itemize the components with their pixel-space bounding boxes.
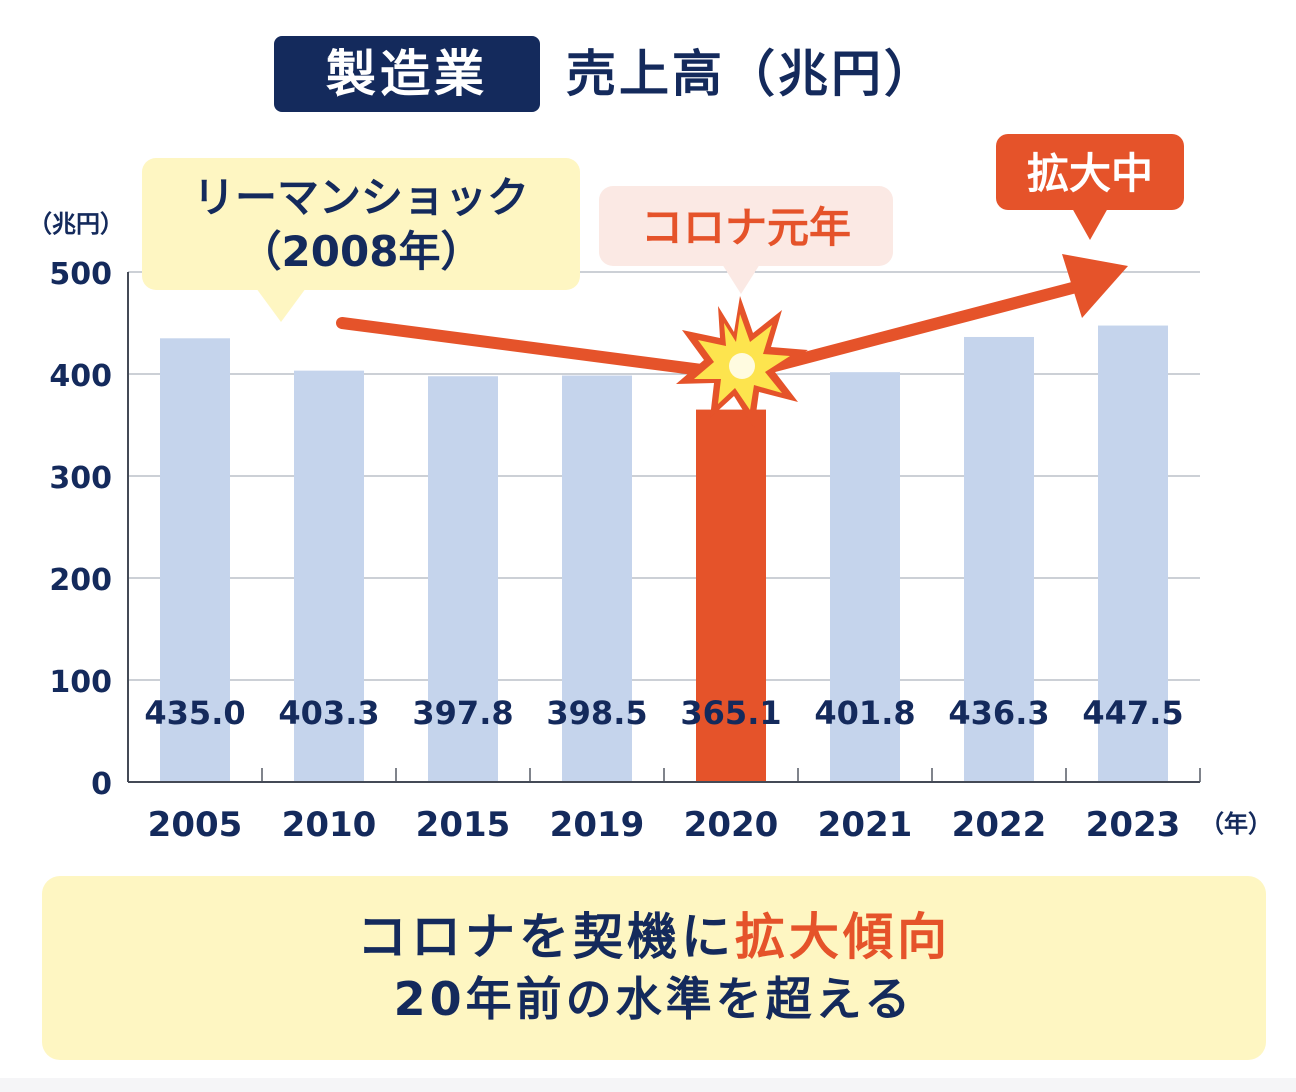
expanding-callout: 拡大中	[996, 134, 1184, 240]
x-tick-label-2005: 2005	[148, 805, 243, 845]
rise-arrow-head	[1062, 254, 1128, 318]
summary-line1: コロナを契機に拡大傾向	[42, 906, 1266, 968]
bar-2005	[160, 338, 230, 782]
bar-2010	[294, 370, 364, 782]
value-label-2023: 447.5	[1082, 694, 1183, 732]
x-tick-label-2023: 2023	[1086, 805, 1181, 845]
bar-2021	[830, 372, 900, 782]
summary-line2: 20年前の水準を超える	[393, 972, 915, 1026]
x-axis-label: （年）	[1200, 810, 1272, 838]
x-tick-label-2020: 2020	[684, 805, 779, 845]
gridlines	[128, 271, 1200, 681]
chart-header: 製造業 売上高（兆円）	[0, 28, 1296, 112]
summary-box: コロナを契機に拡大傾向 20年前の水準を超える	[42, 876, 1266, 1060]
x-tick-label-2015: 2015	[416, 805, 511, 845]
lehman-label-line1: リーマンショック	[193, 173, 529, 222]
decline-trend-line	[336, 317, 746, 381]
rise-trend-line	[734, 280, 1086, 381]
value-label-2021: 401.8	[814, 694, 915, 732]
industry-badge: 製造業	[274, 36, 540, 112]
value-label-2022: 436.3	[948, 694, 1049, 732]
x-tick-label-2010: 2010	[282, 805, 377, 845]
x-tick-label-2019: 2019	[550, 805, 645, 845]
axes: 0 100 200 300 400 500 （兆円） 2005 2010 2015 2019 2020…	[28, 210, 1272, 845]
x-tick-label-2022: 2022	[952, 805, 1047, 845]
bar-2020	[696, 409, 766, 782]
bar-chart: 435.0 403.3 397.8 398.5 365.1 401.8 436.3 447.5…	[28, 134, 1272, 845]
expanding-label: 拡大中	[1027, 149, 1153, 198]
y-tick-label-0: 0	[91, 767, 112, 802]
value-label-2019: 398.5	[546, 694, 647, 732]
lehman-callout: リーマンショック （2008年）	[142, 158, 580, 322]
bar-2023	[1098, 325, 1168, 782]
bar-2019	[562, 375, 632, 782]
y-tick-label-300: 300	[49, 461, 112, 496]
value-label-2010: 403.3	[278, 694, 379, 732]
burst-icon	[676, 296, 808, 428]
bar-2015	[428, 376, 498, 782]
lehman-label-line2: （2008年）	[240, 227, 483, 276]
y-tick-label-400: 400	[49, 359, 112, 394]
value-label-2005: 435.0	[144, 694, 245, 732]
trend-arrows	[336, 254, 1128, 381]
summary-highlight: 拡大傾向	[735, 908, 951, 966]
bars: 435.0 403.3 397.8 398.5 365.1 401.8 436.3 447.5	[144, 325, 1184, 782]
y-tick-label-500: 500	[49, 257, 112, 292]
value-label-2020: 365.1	[680, 694, 781, 732]
corona-label: コロナ元年	[641, 203, 851, 252]
x-tick-label-2021: 2021	[818, 805, 913, 845]
chart-title: 売上高（兆円）	[566, 45, 937, 103]
footer-strip	[0, 1078, 1296, 1092]
y-axis-label: （兆円）	[28, 210, 124, 238]
summary-line1-text: コロナを契機に	[357, 908, 735, 966]
bar-2022	[964, 336, 1034, 782]
value-label-2015: 397.8	[412, 694, 513, 732]
corona-callout: コロナ元年	[599, 186, 893, 294]
y-tick-label-100: 100	[49, 665, 112, 700]
y-tick-label-200: 200	[49, 563, 112, 598]
